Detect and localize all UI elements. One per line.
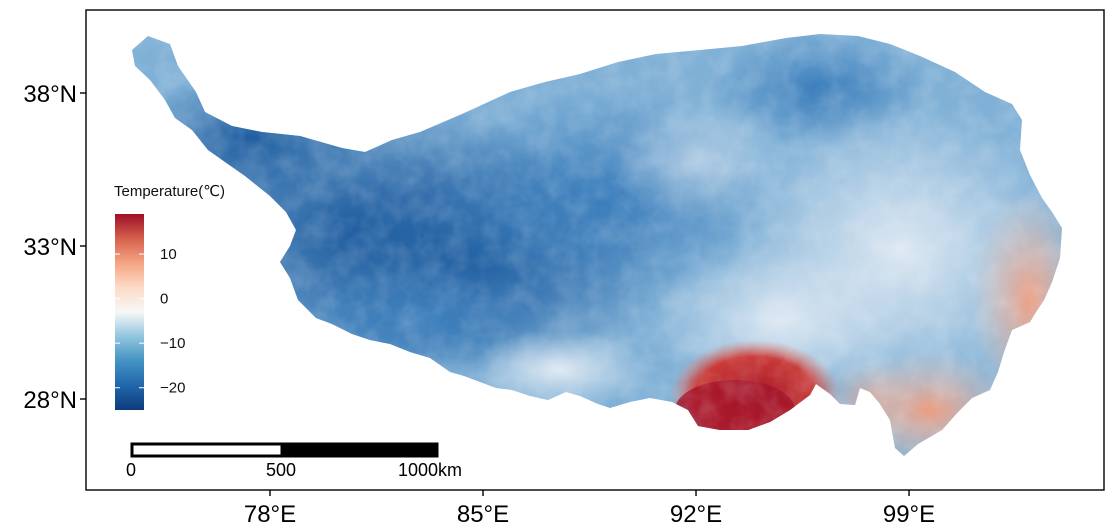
longitude-axis: 78°E 85°E 92°E 99°E [244,490,935,528]
scale-label-500: 500 [266,460,296,480]
scale-bar: 0 500 1000km [126,442,462,480]
plateau-temperature-raster [132,34,1062,456]
lat-label-2: 28°N [23,387,77,414]
lat-label-1: 33°N [23,234,77,261]
legend-tick-label-1: 0 [160,291,168,308]
scale-label-0: 0 [126,460,136,480]
scale-bar-segment-black [280,442,439,458]
legend-tick-label-0: 10 [160,246,177,263]
temperature-legend: Temperature(℃) 10 0 −10 −20 [114,183,225,410]
legend-tick-label-3: −20 [160,380,185,397]
latitude-axis: 38°N 33°N 28°N [23,81,86,414]
lat-label-0: 38°N [23,81,77,108]
scale-label-1000km: 1000km [398,460,462,480]
lon-label-1: 85°E [457,501,509,528]
legend-title: Temperature(℃) [114,183,225,200]
lon-label-0: 78°E [244,501,296,528]
plot-frame [85,9,1105,491]
lon-label-2: 92°E [670,501,722,528]
lon-label-3: 99°E [883,501,935,528]
scale-bar-segment-white [130,442,284,458]
legend-colorbar [115,214,144,410]
legend-tick-label-2: −10 [160,335,185,352]
